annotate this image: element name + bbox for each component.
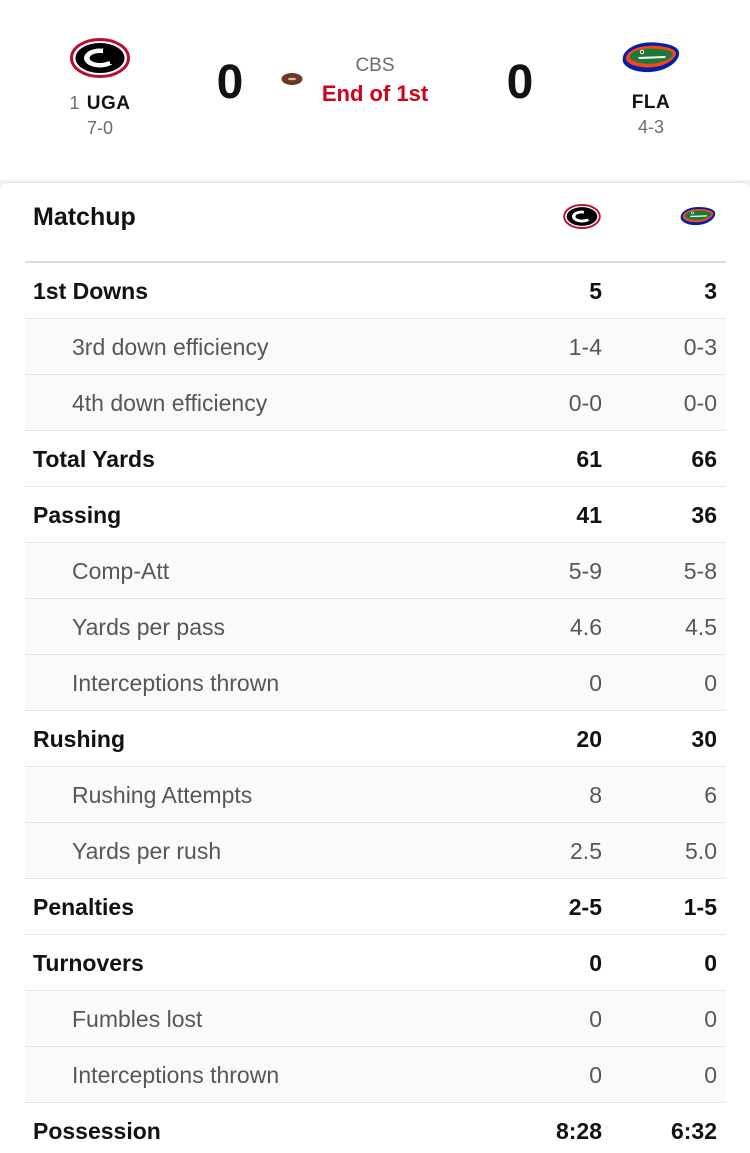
team-abbreviation: FLA [631, 92, 671, 113]
stat-row: 3rd down efficiency 1-4 0-3 [25, 319, 726, 375]
stat-row: Yards per rush 2.5 5.0 [25, 823, 726, 879]
stat-row: 1st Downs 5 3 [25, 263, 726, 319]
stat-label: Comp-Att [72, 558, 170, 584]
stat-label: Total Yards [33, 446, 155, 472]
fla-stat-value: 4.5 [685, 614, 717, 640]
fla-stat-value: 3 [704, 278, 717, 304]
uga-stat-value: 0 [589, 1062, 602, 1088]
football-icon [281, 72, 303, 86]
stat-row: Interceptions thrown 0 0 [25, 655, 726, 711]
matchup-title: Matchup [33, 203, 136, 231]
florida-gator-logo [581, 36, 721, 80]
team-rank: 1 [69, 93, 80, 113]
home-team[interactable]: 1 UGA 7-0 [30, 36, 170, 139]
fla-stat-value: 0-0 [683, 390, 717, 416]
fla-stat-value: 66 [691, 446, 717, 472]
stat-row: Penalties 2-5 1-5 [25, 879, 726, 935]
uga-stat-value: 1-4 [568, 334, 602, 360]
away-score: 0 [506, 56, 534, 109]
stat-label: Rushing Attempts [72, 782, 253, 808]
broadcast-network: CBS [355, 55, 395, 76]
uga-stat-value: 5-9 [568, 558, 602, 584]
stat-label: Possession [33, 1118, 161, 1144]
stat-label: 1st Downs [33, 278, 149, 304]
stat-row: Fumbles lost 0 0 [25, 991, 726, 1047]
away-team[interactable]: FLA 4-3 [581, 36, 721, 138]
matchup-card: Matchup [0, 182, 750, 1153]
stat-row: Turnovers 0 0 [25, 935, 726, 991]
fla-stat-value: 6:32 [670, 1118, 717, 1144]
uga-stat-value: 8:28 [555, 1118, 602, 1144]
stat-label: Penalties [33, 894, 134, 920]
uga-stat-value: 2-5 [568, 894, 602, 920]
stat-label: Yards per pass [72, 614, 225, 640]
uga-stat-value: 0 [589, 670, 602, 696]
stat-label: 3rd down efficiency [72, 334, 269, 360]
fla-stat-value: 0 [704, 1062, 717, 1088]
stat-row: Passing 41 36 [25, 487, 726, 543]
stat-row: 4th down efficiency 0-0 0-0 [25, 375, 726, 431]
stat-label: Interceptions thrown [72, 1062, 280, 1088]
fla-stat-value: 0-3 [683, 334, 717, 360]
fla-stat-value: 30 [691, 726, 717, 752]
stat-row: Possession 8:28 6:32 [25, 1103, 726, 1153]
game-status: CBS End of 1st [300, 54, 450, 108]
scoreboard-header: 1 UGA 7-0 0 CBS End of 1st 0 [0, 0, 750, 180]
stat-row: Rushing 20 30 [25, 711, 726, 767]
uga-stat-value: 5 [589, 278, 602, 304]
fla-stat-value: 0 [704, 950, 717, 976]
stat-row: Total Yards 61 66 [25, 431, 726, 487]
uga-stat-value: 20 [576, 726, 602, 752]
uga-stat-value: 61 [576, 446, 602, 472]
uga-stat-value: 2.5 [570, 838, 602, 864]
stat-row: Yards per pass 4.6 4.5 [25, 599, 726, 655]
uga-stat-value: 41 [576, 502, 602, 528]
team-abbreviation: UGA [86, 93, 131, 114]
fla-stat-value: 0 [704, 1006, 717, 1032]
stat-row: Rushing Attempts 8 6 [25, 767, 726, 823]
stat-label: Turnovers [33, 950, 144, 976]
fla-stat-value: 0 [704, 670, 717, 696]
fla-stat-value: 5-8 [683, 558, 717, 584]
team-record: 4-3 [637, 117, 664, 137]
stat-label: Fumbles lost [72, 1006, 203, 1032]
stat-label: Rushing [33, 726, 125, 752]
stat-label: Passing [33, 502, 122, 528]
fla-stat-value: 6 [704, 782, 717, 808]
fla-stat-value: 1-5 [683, 894, 717, 920]
matchup-header: Matchup [0, 183, 750, 261]
georgia-g-logo [562, 203, 602, 229]
stat-label: Yards per rush [72, 838, 222, 864]
team-record: 7-0 [86, 118, 113, 138]
stat-label: Interceptions thrown [72, 670, 280, 696]
stat-row: Comp-Att 5-9 5-8 [25, 543, 726, 599]
uga-stat-value: 0-0 [568, 390, 602, 416]
matchup-stats-table: 1st Downs 5 3 3rd down efficiency 1-4 0-… [25, 261, 726, 1153]
stat-row: Interceptions thrown 0 0 [25, 1047, 726, 1103]
uga-stat-value: 0 [589, 950, 602, 976]
fla-stat-value: 36 [691, 502, 717, 528]
uga-stat-value: 4.6 [570, 614, 602, 640]
home-score: 0 [216, 56, 244, 109]
fla-stat-value: 5.0 [685, 838, 717, 864]
florida-gator-logo [678, 203, 718, 229]
uga-stat-value: 0 [589, 1006, 602, 1032]
game-period: End of 1st [321, 81, 429, 106]
uga-stat-value: 8 [589, 782, 602, 808]
stat-label: 4th down efficiency [72, 390, 268, 416]
georgia-g-logo [30, 36, 170, 80]
